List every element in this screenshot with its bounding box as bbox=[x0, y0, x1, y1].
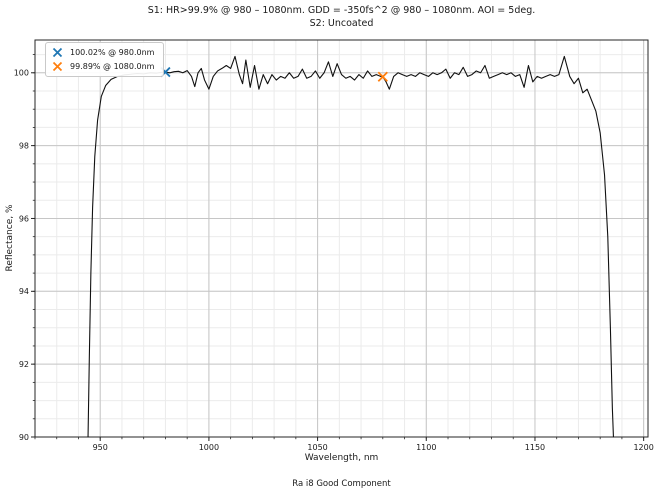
x-tick-label: 1150 bbox=[525, 443, 545, 452]
figure-caption: Ra i8 Good Component bbox=[292, 479, 391, 489]
x-tick-label: 1000 bbox=[199, 443, 219, 452]
y-axis-label: Reflectance, % bbox=[5, 204, 15, 272]
x-tick-label: 1200 bbox=[633, 443, 653, 452]
x-tick-label: 1100 bbox=[416, 443, 436, 452]
reflectance-curve bbox=[87, 55, 614, 438]
y-tick-label: 98 bbox=[19, 141, 29, 150]
chart-title-line2: S2: Uncoated bbox=[309, 18, 374, 29]
data-point-x-marker-1080nm bbox=[377, 71, 388, 82]
y-tick-label: 94 bbox=[19, 287, 29, 296]
chart-title: S1: HR>99.9% @ 980 – 1080nm. GDD = -350f… bbox=[35, 4, 648, 30]
y-tick-label: 96 bbox=[19, 214, 29, 223]
y-tick-label: 100 bbox=[14, 69, 29, 78]
legend-label-980nm: 100.02% @ 980.0nm bbox=[70, 48, 155, 57]
y-tick-label: 90 bbox=[19, 433, 29, 442]
x-tick-label: 950 bbox=[93, 443, 108, 452]
chart-legend: 100.02% @ 980.0nm 99.89% @ 1080.0nm bbox=[45, 42, 165, 77]
x-marker-icon bbox=[52, 47, 63, 58]
plot-border bbox=[34, 39, 649, 438]
legend-item-1080nm: 99.89% @ 1080.0nm bbox=[52, 61, 154, 72]
x-marker-icon bbox=[52, 61, 63, 72]
legend-item-980nm: 100.02% @ 980.0nm bbox=[52, 47, 154, 58]
x-tick-label: 1050 bbox=[307, 443, 327, 452]
legend-label-1080nm: 99.89% @ 1080.0nm bbox=[70, 62, 155, 71]
x-axis-label: Wavelength, nm bbox=[304, 453, 379, 463]
chart-title-line1: S1: HR>99.9% @ 980 – 1080nm. GDD = -350f… bbox=[147, 5, 536, 16]
y-tick-label: 92 bbox=[19, 360, 29, 369]
